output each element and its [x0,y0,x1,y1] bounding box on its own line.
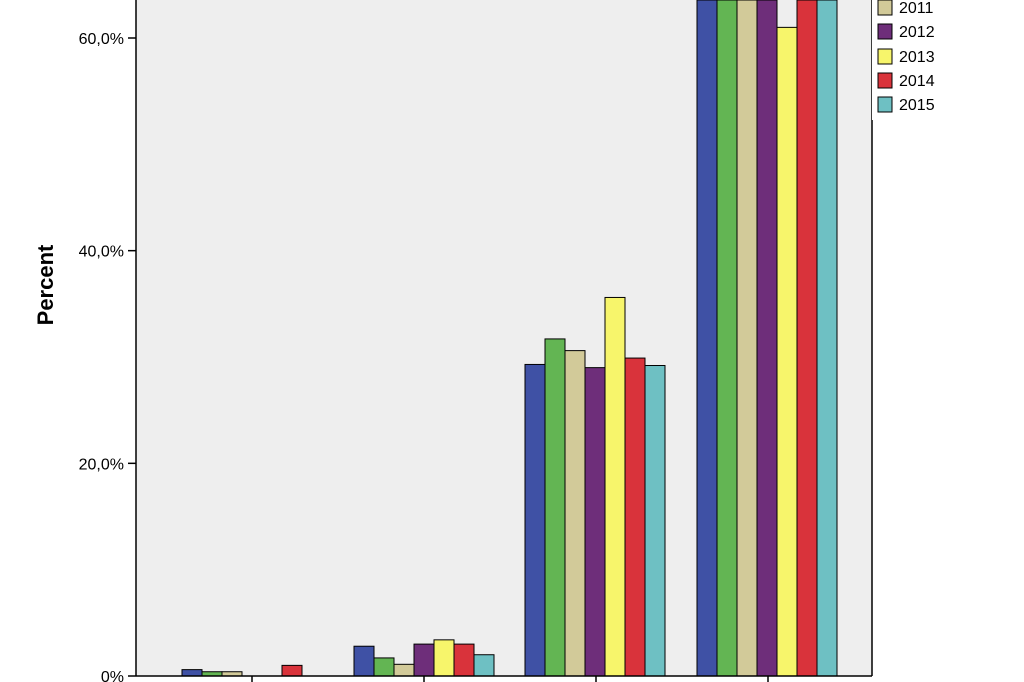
bar [796,0,818,677]
bar [413,643,435,677]
bar [433,639,455,677]
bar [624,357,646,677]
bar [584,367,606,677]
bar [181,669,203,677]
legend-label: 2011 [899,0,934,17]
bar [353,645,375,677]
y-ticks-group: 0% 20,0% 40,0% 60,0% [79,31,136,682]
bar [776,26,798,677]
legend-swatch [877,23,893,40]
y-tick-label: 20,0% [79,456,124,473]
y-tick-label: 0% [101,669,124,682]
legend-swatch [877,48,893,65]
legend: 2011 2012 2013 2014 2015 [872,0,1024,120]
legend-label: 2012 [899,24,935,41]
bar [544,338,566,677]
legend-swatch [877,96,893,113]
bar [756,0,778,677]
bars-group [181,0,838,677]
bar [564,350,586,677]
bar [604,296,626,677]
y-axis-label: Percent [33,244,58,325]
bar [644,365,666,677]
bar [696,0,718,677]
bar [453,643,475,677]
bar [473,654,495,677]
bar [736,0,758,677]
y-tick-label: 40,0% [79,244,124,261]
y-tick-label: 60,0% [79,31,124,48]
bar [524,363,546,677]
bar [716,0,738,677]
legend-swatch [877,72,893,89]
bar [393,663,415,677]
legend-label: 2013 [899,49,935,66]
legend-label: 2015 [899,97,935,114]
bar [281,664,303,677]
bar [373,657,395,677]
legend-background [872,0,1024,120]
bar [816,0,838,677]
legend-label: 2014 [899,73,935,90]
legend-swatch [877,0,893,16]
